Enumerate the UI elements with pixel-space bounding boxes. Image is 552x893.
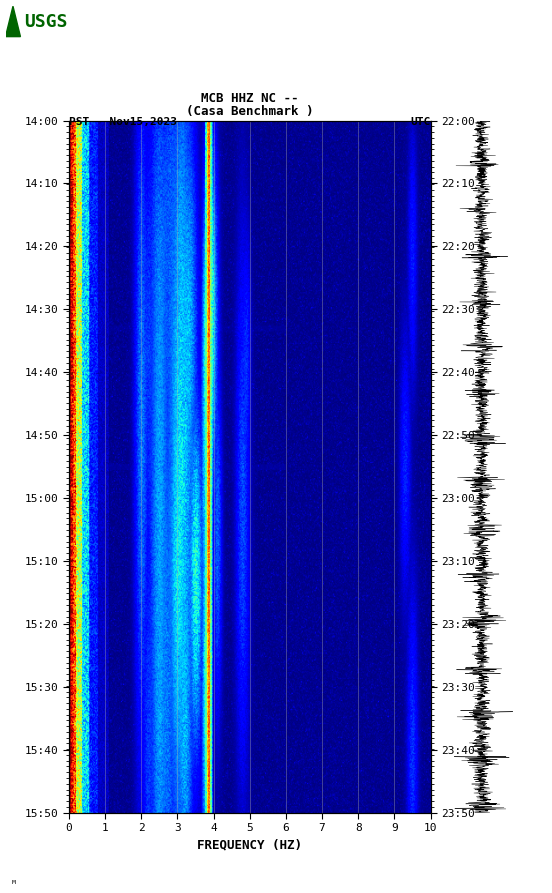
Text: (Casa Benchmark ): (Casa Benchmark ) (186, 104, 314, 118)
Text: MCB HHZ NC --: MCB HHZ NC -- (201, 92, 299, 105)
Text: UTC: UTC (410, 117, 431, 127)
Text: USGS: USGS (24, 13, 67, 31)
Polygon shape (6, 6, 20, 37)
Text: PST   Nov15,2023: PST Nov15,2023 (69, 117, 177, 127)
Text: ᴹ: ᴹ (11, 880, 17, 890)
X-axis label: FREQUENCY (HZ): FREQUENCY (HZ) (197, 839, 302, 852)
